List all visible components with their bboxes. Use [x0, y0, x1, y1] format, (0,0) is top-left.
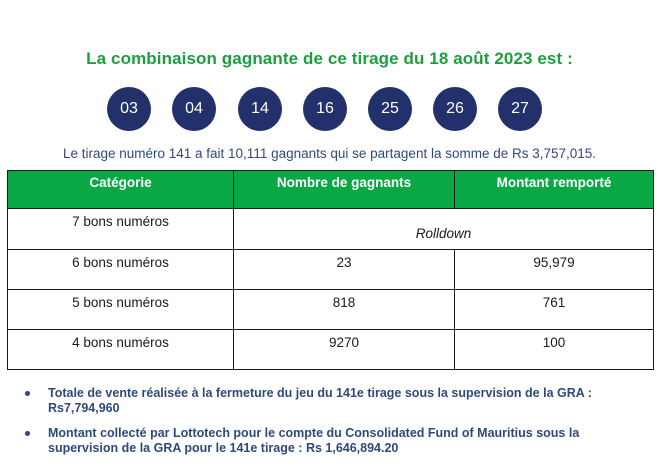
cell-amount: 100: [454, 329, 654, 370]
number-ball: 16: [303, 87, 347, 131]
cell-category: 5 bons numéros: [7, 289, 234, 330]
list-item: Montant collecté par Lottotech pour le c…: [0, 426, 659, 456]
draw-headline: La combinaison gagnante de ce tirage du …: [86, 49, 573, 68]
consolidated-fund-note: Montant collecté par Lottotech pour le c…: [48, 426, 580, 455]
cell-rolldown: Rolldown: [233, 208, 654, 250]
header-amount: Montant remporté: [454, 170, 654, 209]
bullet-icon: [25, 391, 30, 396]
draw-summary: Le tirage numéro 141 a fait 10,111 gagna…: [62, 146, 597, 161]
number-ball: 27: [498, 87, 542, 131]
cell-winners: 818: [233, 289, 455, 330]
table-row: 5 bons numéros 818 761: [7, 289, 654, 330]
cell-category: 7 bons numéros: [7, 208, 234, 250]
table-row: 4 bons numéros 9270 100: [7, 329, 654, 370]
table-row: 6 bons numéros 23 95,979: [7, 249, 654, 290]
number-ball: 25: [368, 87, 412, 131]
number-ball: 26: [433, 87, 477, 131]
notes-list: Totale de vente réalisée à la fermeture …: [0, 386, 659, 466]
winning-numbers: 03 04 14 16 25 26 27: [0, 87, 659, 131]
cell-winners: 9270: [233, 329, 455, 370]
results-table: Catégorie Nombre de gagnants Montant rem…: [7, 170, 654, 370]
cell-amount: 95,979: [454, 249, 654, 290]
number-ball: 03: [107, 87, 151, 131]
sales-total-note: Totale de vente réalisée à la fermeture …: [48, 386, 592, 415]
table-header-row: Catégorie Nombre de gagnants Montant rem…: [7, 170, 654, 209]
header-winners: Nombre de gagnants: [233, 170, 455, 209]
list-item: Totale de vente réalisée à la fermeture …: [0, 386, 659, 416]
number-ball: 14: [238, 87, 282, 131]
cell-category: 6 bons numéros: [7, 249, 234, 290]
cell-amount: 761: [454, 289, 654, 330]
bullet-icon: [25, 431, 30, 436]
cell-category: 4 bons numéros: [7, 329, 234, 370]
header-category: Catégorie: [7, 170, 234, 209]
cell-winners: 23: [233, 249, 455, 290]
number-ball: 04: [172, 87, 216, 131]
table-row: 7 bons numéros Rolldown: [7, 208, 654, 250]
